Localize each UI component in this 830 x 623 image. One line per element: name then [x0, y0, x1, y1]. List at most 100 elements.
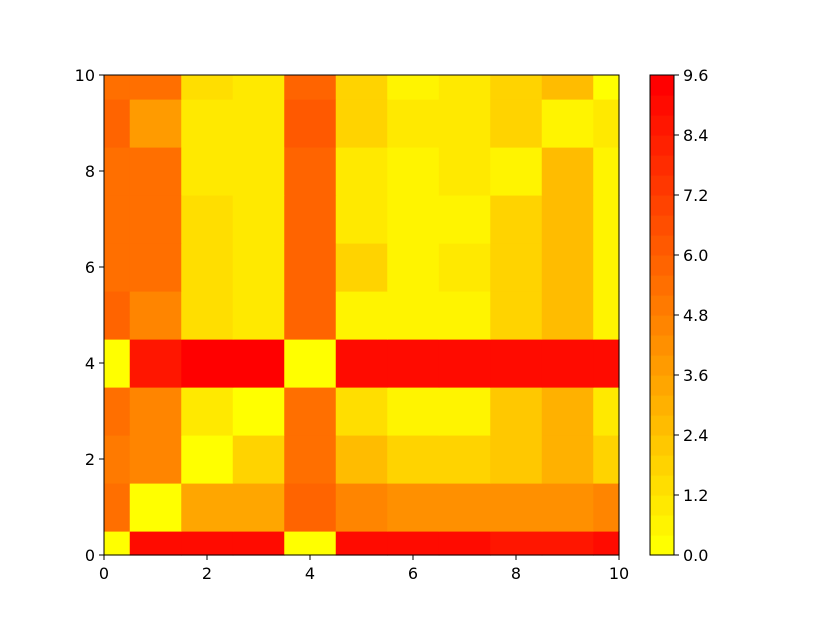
heatmap-cell-r7-c5: [335, 195, 388, 244]
heatmap-cell-r4-c4: [284, 339, 337, 388]
heatmap-cell-r2-c2: [181, 435, 234, 484]
heatmap-cell-r6-c4: [284, 243, 337, 292]
y-tick-label: 8: [85, 162, 95, 181]
heatmap-cell-r5-c10: [593, 291, 620, 340]
heatmap-cell-r6-c10: [593, 243, 620, 292]
heatmap-cell-r1-c8: [490, 483, 543, 532]
heatmap-cell-r10-c7: [438, 75, 491, 100]
heatmap-cell-r3-c9: [541, 387, 594, 436]
heatmap-cell-r9-c5: [335, 99, 388, 148]
heatmap-cell-r2-c5: [335, 435, 388, 484]
heatmap-cell-r2-c0: [104, 435, 131, 484]
colorbar-level-16: [650, 215, 674, 236]
x-tick-label: 10: [609, 564, 629, 583]
heatmap-cell-r8-c6: [387, 147, 440, 196]
heatmap-cell-r1-c1: [129, 483, 182, 532]
heatmap-cell-r9-c3: [232, 99, 285, 148]
colorbar-tick-label: 8.4: [683, 126, 708, 145]
heatmap-cell-r4-c2: [181, 339, 234, 388]
heatmap-cell-r0-c9: [541, 531, 594, 556]
colorbar-level-17: [650, 195, 674, 216]
heatmap-cell-r10-c1: [129, 75, 182, 100]
y-tick-label: 0: [85, 546, 95, 565]
heatmap-cell-r2-c3: [232, 435, 285, 484]
heatmap-cell-r4-c1: [129, 339, 182, 388]
heatmap-cell-r6-c2: [181, 243, 234, 292]
heatmap-cell-r8-c8: [490, 147, 543, 196]
colorbar-tick-label: 9.6: [683, 66, 708, 85]
heatmap-cell-r9-c8: [490, 99, 543, 148]
heatmap-cell-r10-c3: [232, 75, 285, 100]
heatmap-cell-r7-c1: [129, 195, 182, 244]
heatmap-cell-r3-c2: [181, 387, 234, 436]
heatmap-cell-r10-c2: [181, 75, 234, 100]
heatmap-cell-r4-c9: [541, 339, 594, 388]
y-tick-label: 6: [85, 258, 95, 277]
colorbar-tick-label: 6.0: [683, 246, 708, 265]
colorbar-axis: 0.0 1.2 2.4 3.6 4.8 6.0 7.2 8.4 9.6: [674, 66, 708, 565]
heatmap-cell-r3-c6: [387, 387, 440, 436]
heatmap-cell-r0-c4: [284, 531, 337, 556]
colorbar-tick-label: 4.8: [683, 306, 708, 325]
heatmap-cells: [104, 75, 620, 556]
colorbar-level-5: [650, 435, 674, 456]
heatmap-cell-r9-c6: [387, 99, 440, 148]
heatmap-cell-r8-c1: [129, 147, 182, 196]
heatmap-cell-r6-c0: [104, 243, 131, 292]
heatmap-cell-r0-c6: [387, 531, 440, 556]
heatmap-cell-r5-c1: [129, 291, 182, 340]
colorbar-level-0: [650, 535, 674, 556]
heatmap-cell-r2-c7: [438, 435, 491, 484]
heatmap-cell-r1-c0: [104, 483, 131, 532]
heatmap-cell-r6-c5: [335, 243, 388, 292]
heatmap-cell-r3-c10: [593, 387, 620, 436]
heatmap-cell-r2-c8: [490, 435, 543, 484]
colorbar-level-11: [650, 315, 674, 336]
heatmap-cell-r3-c8: [490, 387, 543, 436]
heatmap-cell-r6-c1: [129, 243, 182, 292]
heatmap-cell-r2-c6: [387, 435, 440, 484]
heatmap-cell-r3-c3: [232, 387, 285, 436]
heatmap-cell-r2-c9: [541, 435, 594, 484]
heatmap-cell-r6-c9: [541, 243, 594, 292]
heatmap-cell-r7-c7: [438, 195, 491, 244]
colorbar-level-23: [650, 75, 674, 96]
heatmap-cell-r5-c0: [104, 291, 131, 340]
heatmap-cell-r3-c7: [438, 387, 491, 436]
y-tick-label: 10: [75, 66, 95, 85]
heatmap-cell-r7-c4: [284, 195, 337, 244]
colorbar-level-19: [650, 155, 674, 176]
colorbar-level-13: [650, 275, 674, 296]
heatmap-cell-r10-c5: [335, 75, 388, 100]
heatmap-cell-r4-c6: [387, 339, 440, 388]
colorbar-level-6: [650, 415, 674, 436]
heatmap-cell-r2-c4: [284, 435, 337, 484]
heatmap-cell-r4-c7: [438, 339, 491, 388]
heatmap-cell-r4-c8: [490, 339, 543, 388]
colorbar-level-1: [650, 515, 674, 536]
y-axis: 0 2 4 6 8 10: [75, 66, 104, 565]
heatmap-cell-r1-c9: [541, 483, 594, 532]
heatmap-cell-r8-c7: [438, 147, 491, 196]
heatmap-cell-r0-c7: [438, 531, 491, 556]
colorbar-level-10: [650, 335, 674, 356]
heatmap-cell-r9-c2: [181, 99, 234, 148]
heatmap-cell-r1-c3: [232, 483, 285, 532]
heatmap-cell-r9-c1: [129, 99, 182, 148]
heatmap-cell-r6-c6: [387, 243, 440, 292]
heatmap-cell-r5-c4: [284, 291, 337, 340]
colorbar-level-9: [650, 355, 674, 376]
heatmap-cell-r10-c9: [541, 75, 594, 100]
heatmap-cell-r1-c4: [284, 483, 337, 532]
heatmap-cell-r0-c0: [104, 531, 131, 556]
colorbar-level-8: [650, 375, 674, 396]
heatmap-cell-r0-c5: [335, 531, 388, 556]
heatmap-cell-r10-c0: [104, 75, 131, 100]
x-tick-label: 0: [99, 564, 109, 583]
heatmap-cell-r6-c7: [438, 243, 491, 292]
colorbar-level-20: [650, 135, 674, 156]
heatmap-cell-r8-c5: [335, 147, 388, 196]
heatmap-cell-r5-c6: [387, 291, 440, 340]
heatmap-cell-r3-c1: [129, 387, 182, 436]
